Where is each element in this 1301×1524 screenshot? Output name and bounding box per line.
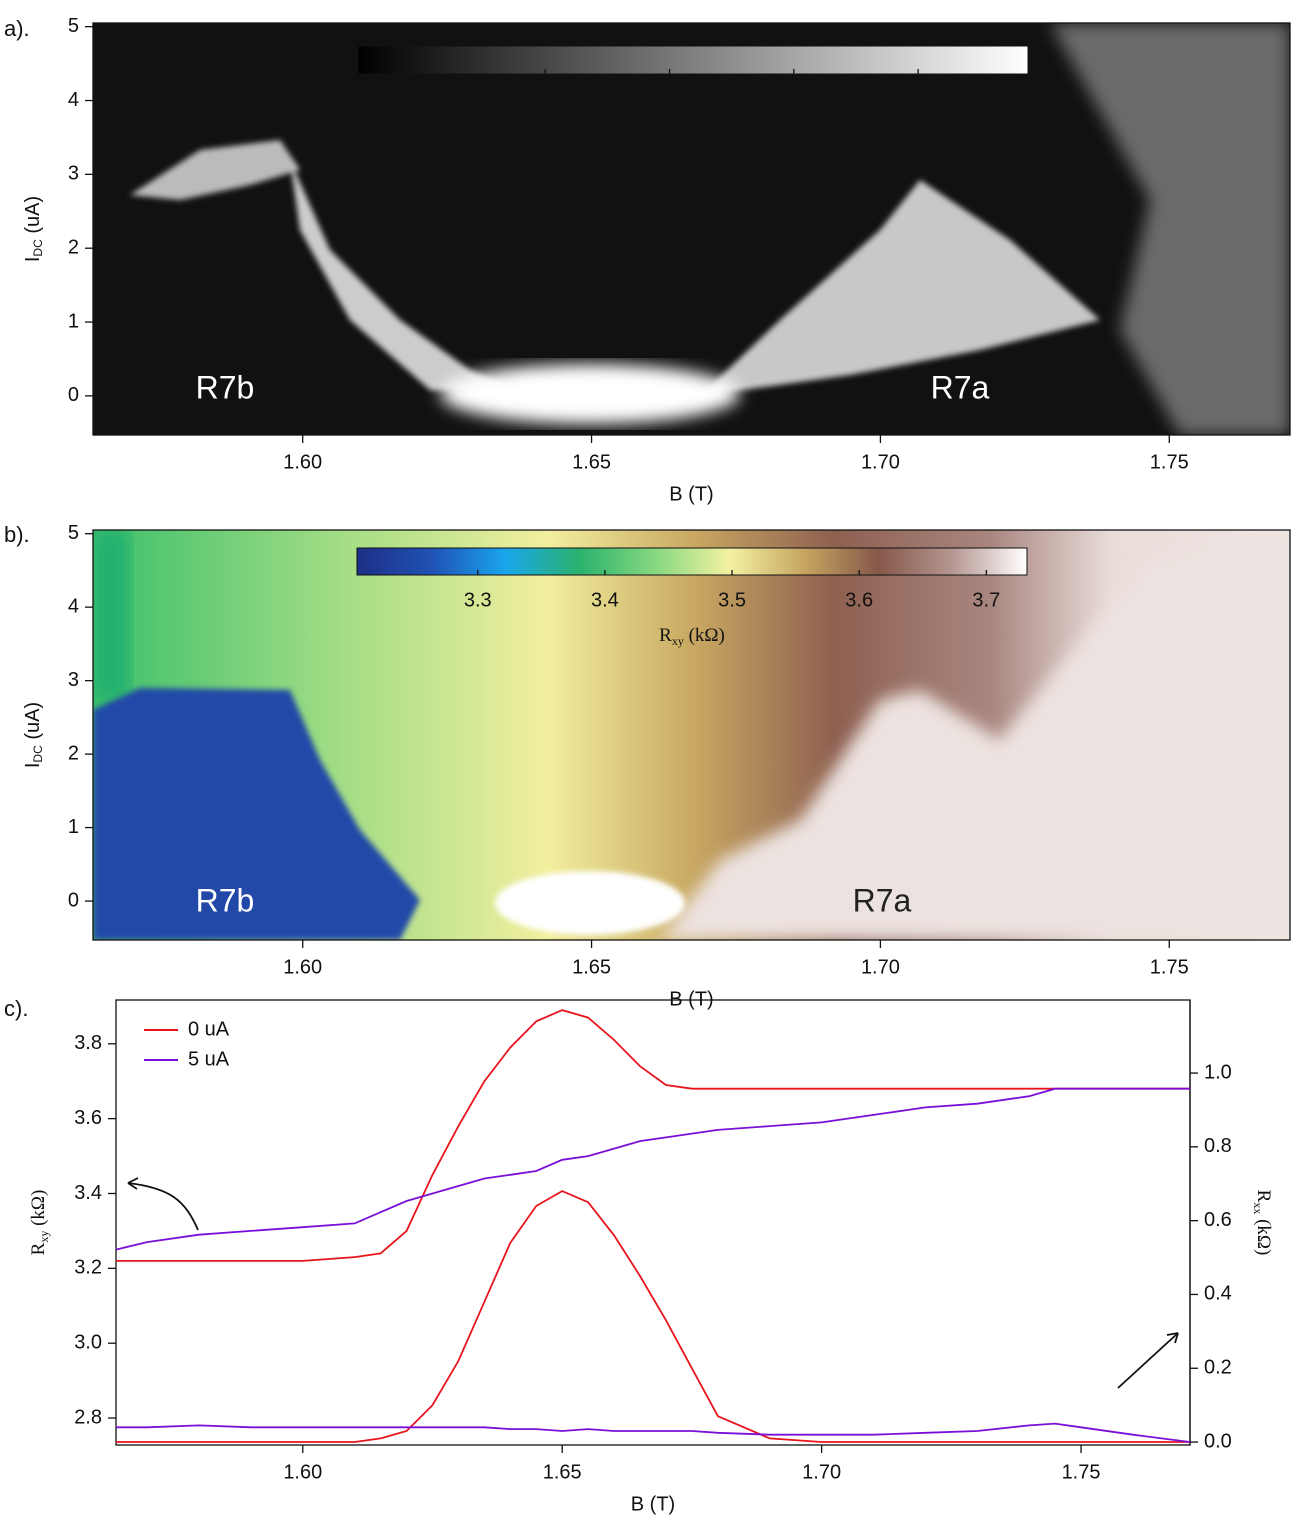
plot-frame xyxy=(115,999,1191,1446)
y-tick-label: 2 xyxy=(68,236,79,258)
line-series xyxy=(115,1087,1190,1251)
x-tick-label: 1.65 xyxy=(572,451,611,473)
x-axis-label: B (T) xyxy=(631,1493,675,1515)
x-tick-label: 1.65 xyxy=(572,956,611,978)
y-tick-label: 3.6 xyxy=(74,1107,102,1129)
y-tick-label: 3.0 xyxy=(74,1331,102,1353)
panel-label: b). xyxy=(4,522,30,547)
region-label: R7b xyxy=(196,882,255,918)
colorbar-label: Rxy (kΩ) xyxy=(659,625,725,647)
y-axis-label-part: R xyxy=(28,1242,49,1255)
y-axis-label-part: (uA) xyxy=(22,196,44,239)
panel-label: a). xyxy=(4,16,30,41)
colorbar xyxy=(356,547,1028,576)
colorbar-tick-label: 0.10 xyxy=(650,88,689,110)
y2-axis-label-part: R xyxy=(1253,1190,1274,1203)
x-tick-label: 1.75 xyxy=(1150,451,1189,473)
colorbar-label: Rxx (kΩ) xyxy=(660,124,726,146)
y2-tick-label: 1.0 xyxy=(1204,1061,1232,1083)
x-tick-label: 1.70 xyxy=(861,956,900,978)
colorbar-label-part: R xyxy=(659,625,672,646)
plot-frame xyxy=(92,22,1291,436)
y-tick-label: 5 xyxy=(68,15,79,37)
y-tick-label: 3 xyxy=(68,669,79,691)
y-tick-label: 3.2 xyxy=(74,1257,102,1279)
x-axis-label: B (T) xyxy=(669,988,713,1010)
y2-tick-label: 0.4 xyxy=(1204,1283,1232,1305)
colorbar-tick-label: 3.4 xyxy=(591,589,619,611)
x-tick-label: 1.70 xyxy=(802,1461,841,1483)
y-axis-label: IDC (uA) xyxy=(22,702,45,768)
line-series xyxy=(116,1422,1191,1443)
colorbar-tick-label: 0.20 xyxy=(899,88,938,110)
heatmap-b xyxy=(93,530,1290,940)
x-axis-label: B (T) xyxy=(669,483,713,505)
colorbar-tick-label: 3.6 xyxy=(845,589,873,611)
y-axis-label-part: DC xyxy=(31,239,45,257)
x-tick-label: 1.75 xyxy=(1062,1461,1101,1483)
y-tick-label: 5 xyxy=(68,522,79,544)
y-tick-label: 0 xyxy=(68,384,79,406)
x-tick-label: 1.60 xyxy=(283,451,322,473)
y2-tick-label: 0.6 xyxy=(1204,1209,1232,1231)
legend-label: 0 uA xyxy=(188,1018,230,1040)
colorbar-label-part: R xyxy=(660,124,673,145)
y-axis-label-part: I xyxy=(22,257,44,263)
y-axis-label-part: (kΩ) xyxy=(28,1190,49,1231)
y2-tick-label: 0.0 xyxy=(1204,1430,1232,1452)
y-tick-label: 3.8 xyxy=(74,1032,102,1054)
y-axis-label-part: (uA) xyxy=(22,702,44,745)
colorbar-label-part: (kΩ) xyxy=(684,625,725,646)
y-tick-label: 1 xyxy=(68,310,79,332)
y-tick-label: 3 xyxy=(68,163,79,185)
colorbar xyxy=(357,45,1029,75)
y-axis-label: Rxy (kΩ) xyxy=(28,1190,50,1256)
panel-label: c). xyxy=(4,996,28,1021)
y2-axis-label: Rxx (kΩ) xyxy=(1251,1190,1273,1256)
x-tick-label: 1.60 xyxy=(283,1461,322,1483)
colorbar-tick-label: 0.00 xyxy=(401,88,440,110)
colorbar-label-part: (kΩ) xyxy=(685,124,726,145)
y-tick-label: 4 xyxy=(68,89,79,111)
legend-label: 5 uA xyxy=(188,1048,230,1070)
y-tick-label: 0 xyxy=(68,889,79,911)
region-label: R7a xyxy=(853,882,912,918)
y-axis-label-part: DC xyxy=(31,745,45,763)
x-tick-label: 1.60 xyxy=(283,956,322,978)
colorbar-tick-label: 3.3 xyxy=(464,589,492,611)
plot-frame xyxy=(92,529,1291,941)
colorbar-tick-label: 3.7 xyxy=(972,589,1000,611)
y2-axis-label-part: (kΩ) xyxy=(1253,1214,1274,1255)
colorbar-label-part: xx xyxy=(673,133,685,147)
arrows xyxy=(127,1177,1179,1389)
line-series xyxy=(116,1009,1190,1262)
x-tick-label: 1.65 xyxy=(543,1461,582,1483)
y-axis-label: IDC (uA) xyxy=(22,196,45,262)
y-tick-label: 4 xyxy=(68,595,79,617)
line-series xyxy=(116,1190,1190,1443)
y-tick-label: 1 xyxy=(68,816,79,838)
y-tick-label: 2.8 xyxy=(74,1406,102,1428)
colorbar-tick-label: 3.5 xyxy=(718,589,746,611)
region-label: R7a xyxy=(931,369,990,405)
y2-tick-label: 0.2 xyxy=(1204,1357,1232,1379)
y-axis-label-part: I xyxy=(22,763,44,769)
y2-tick-label: 0.8 xyxy=(1204,1135,1232,1157)
colorbar-tick-label: 0.15 xyxy=(774,88,813,110)
heatmap-a xyxy=(93,23,1290,435)
x-tick-label: 1.70 xyxy=(861,451,900,473)
y-tick-label: 3.4 xyxy=(74,1182,102,1204)
colorbar-label-part: xy xyxy=(672,634,684,648)
region-label: R7b xyxy=(196,369,255,405)
y2-axis-label-part: xx xyxy=(1251,1202,1265,1214)
y-tick-label: 2 xyxy=(68,742,79,764)
y-axis-label-part: xy xyxy=(37,1231,51,1243)
colorbar-tick-label: 0.05 xyxy=(526,88,565,110)
x-tick-label: 1.75 xyxy=(1150,956,1189,978)
